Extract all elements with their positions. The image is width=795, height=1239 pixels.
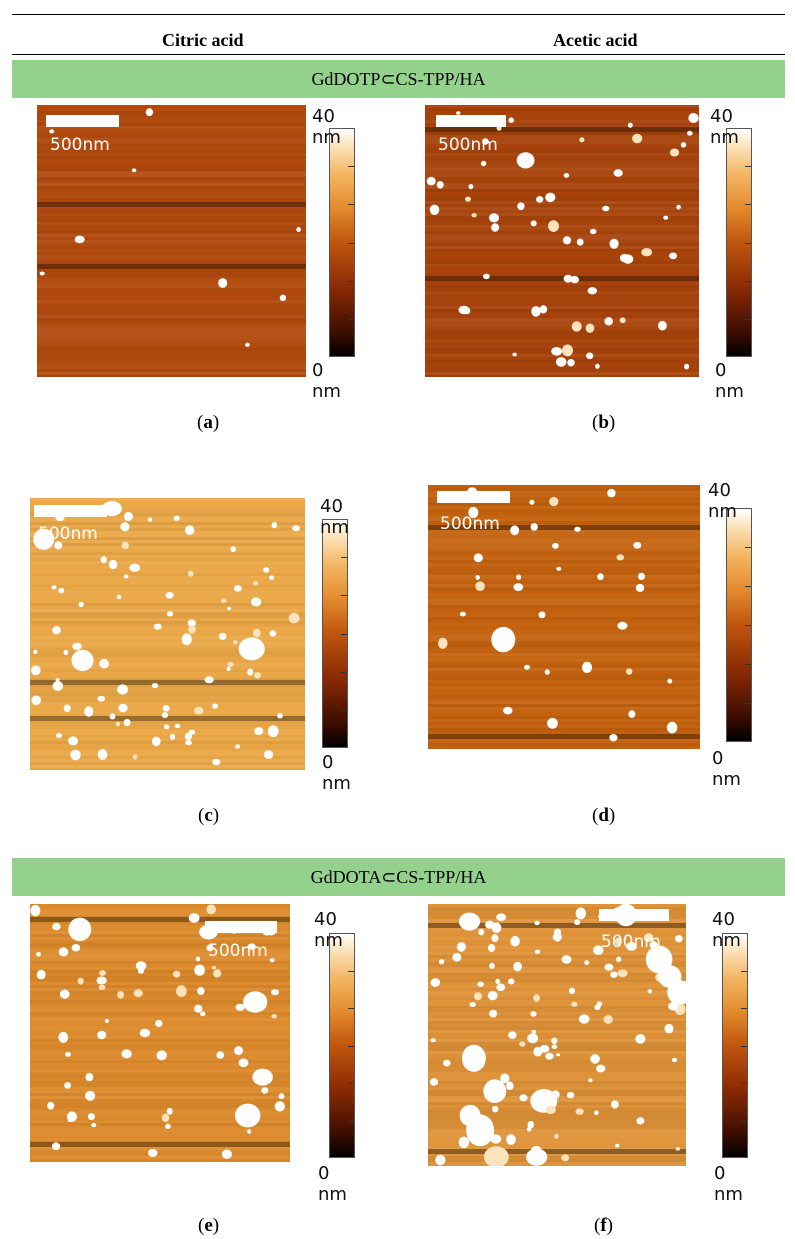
colorbar-tick [745,166,751,167]
panel-label-c: (c) [198,805,220,826]
top-rule [12,14,785,15]
colorbar-tick [745,547,751,548]
scale-bar-f [599,909,669,921]
scale-bar-a [46,115,119,127]
colorbar-tick [741,1121,747,1122]
colorbar-tick [741,1008,747,1009]
colorbar-tick [745,281,751,282]
colorbar-max-e: 40 nm [314,909,343,951]
colorbar-tick [745,664,751,665]
afm-image-e [30,904,290,1162]
colorbar-tick [745,586,751,587]
colorbar-tick [341,672,347,673]
colorbar-tick [348,204,354,205]
panel-label-a: (a) [197,412,220,433]
colorbar-f [722,933,748,1158]
colorbar-tick [745,204,751,205]
column-header-acetic: Acetic acid [553,30,638,50]
colorbar-min-d: 0 nm [712,748,741,790]
panel-label-d: (d) [592,805,616,826]
column-header-citric: Citric acid [162,30,244,50]
colorbar-max-c: 40 nm [320,496,349,538]
afm-image-c [30,498,305,770]
colorbar-min-f: 0 nm [714,1163,743,1205]
scale-bar-b [436,115,506,127]
scale-bar-d [437,491,510,503]
colorbar-min-c: 0 nm [322,752,351,794]
colorbar-tick [741,971,747,972]
colorbar-tick [348,1008,354,1009]
header-rule [12,54,785,55]
colorbar-max-d: 40 nm [708,480,737,522]
scale-label-a: 500nm [50,135,110,155]
colorbar-tick [341,710,347,711]
colorbar-tick [745,319,751,320]
afm-image-a [37,105,306,377]
scale-label-b: 500nm [438,135,498,155]
section-title-gddotp: GdDOTP⊂CS-TPP/HA [12,60,785,98]
colorbar-tick [348,166,354,167]
scale-label-d: 500nm [440,514,500,534]
colorbar-tick [341,557,347,558]
scale-label-c: 500nm [38,524,98,544]
colorbar-max-f: 40 nm [712,909,741,951]
scale-bar-c [34,505,107,517]
section-title-gddota: GdDOTA⊂CS-TPP/HA [12,858,785,896]
colorbar-tick [745,243,751,244]
colorbar-tick [348,1083,354,1084]
colorbar-min-a: 0 nm [312,360,341,402]
colorbar-e [329,933,355,1158]
panel-label-e: (e) [198,1215,220,1236]
scale-bar-e [205,921,277,933]
panel-label-f: (f) [594,1215,613,1236]
colorbar-tick [741,1083,747,1084]
afm-image-b [425,105,699,377]
colorbar-tick [341,634,347,635]
colorbar-tick [348,281,354,282]
afm-image-f [428,904,686,1166]
colorbar-max-b: 40 nm [710,106,739,148]
colorbar-tick [348,1121,354,1122]
colorbar-tick [745,703,751,704]
scale-label-e: 500nm [208,941,268,961]
afm-image-d [428,485,700,749]
colorbar-min-e: 0 nm [318,1163,347,1205]
colorbar-tick [348,319,354,320]
panel-label-b: (b) [592,412,616,433]
colorbar-tick [341,595,347,596]
colorbar-max-a: 40 nm [312,106,341,148]
colorbar-min-b: 0 nm [715,360,744,402]
colorbar-tick [745,625,751,626]
colorbar-tick [348,971,354,972]
colorbar-tick [741,1046,747,1047]
colorbar-tick [348,1046,354,1047]
scale-label-f: 500nm [601,932,661,952]
colorbar-tick [348,243,354,244]
